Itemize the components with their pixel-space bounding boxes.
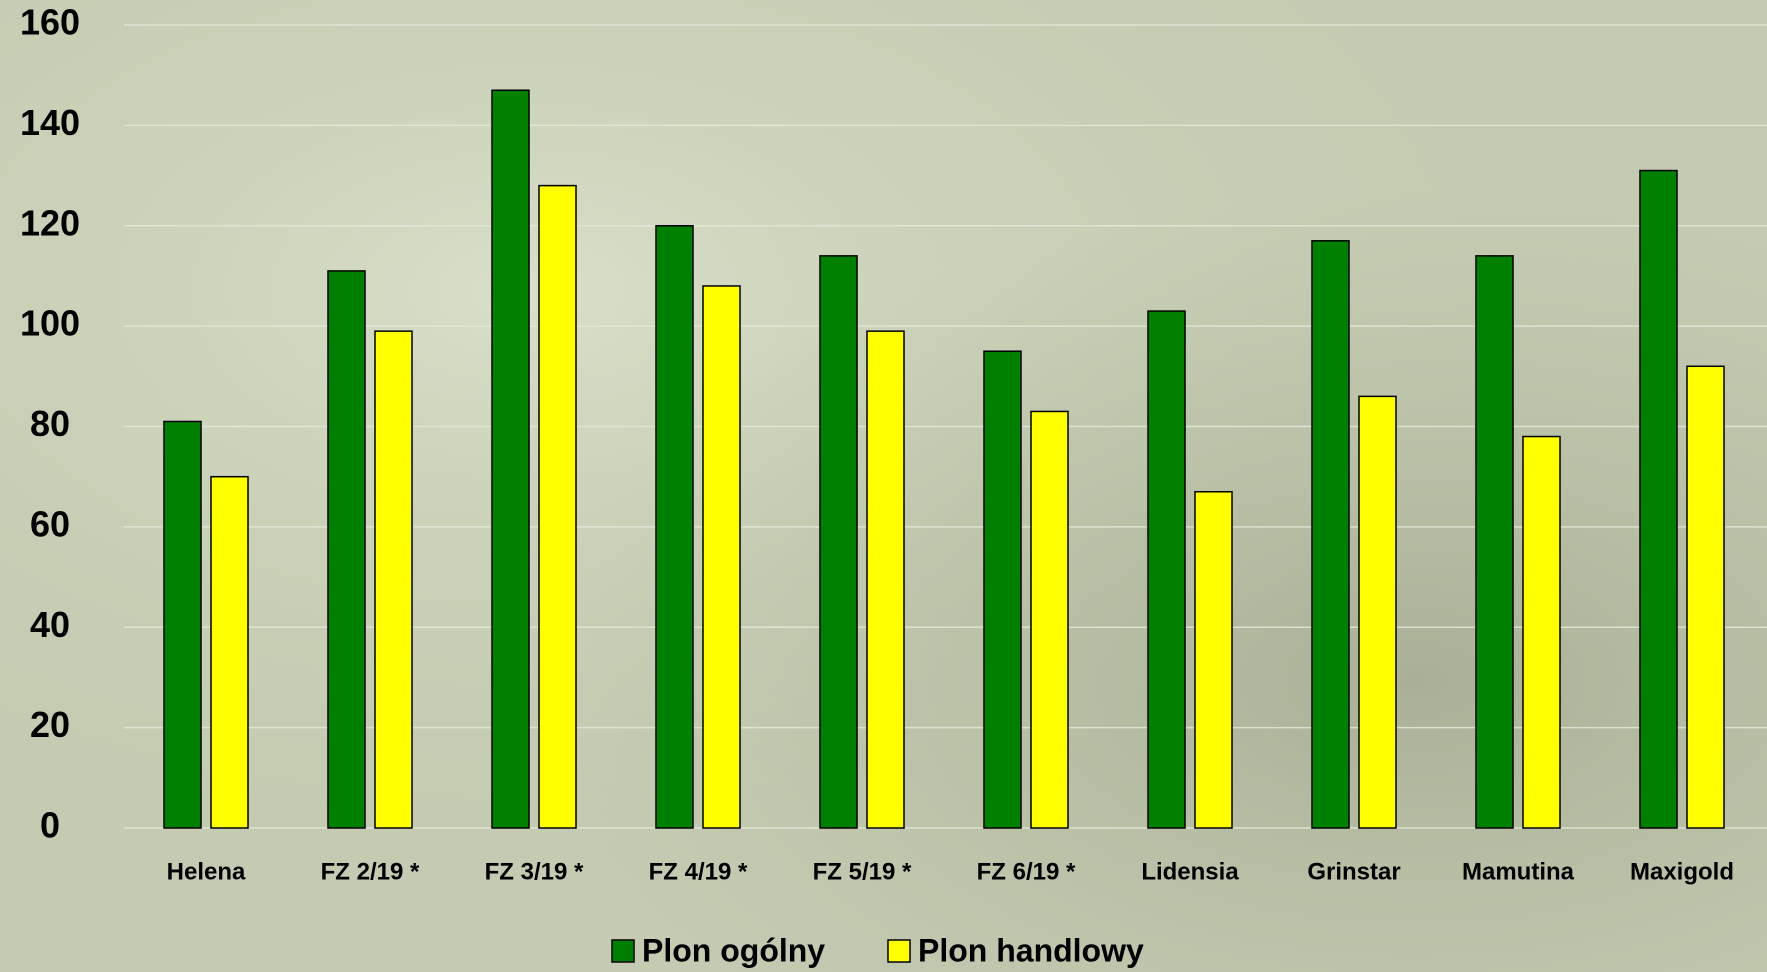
bar — [328, 271, 365, 828]
legend-label: Plon handlowy — [918, 932, 1144, 968]
y-tick-label: 100 — [20, 303, 80, 344]
x-tick-label: FZ 3/19 * — [485, 858, 584, 885]
y-tick-label: 20 — [30, 704, 70, 745]
bar — [1523, 437, 1560, 828]
bar — [1476, 256, 1513, 828]
y-tick-label: 80 — [30, 403, 70, 444]
x-tick-label: Lidensia — [1141, 858, 1239, 885]
bar — [164, 421, 201, 828]
bar — [656, 226, 693, 828]
bar — [1687, 366, 1724, 828]
bar — [211, 477, 248, 828]
x-tick-label: Grinstar — [1307, 858, 1400, 885]
x-tick-label: FZ 2/19 * — [321, 858, 420, 885]
legend-swatch — [612, 940, 634, 962]
bar — [867, 331, 904, 828]
x-tick-label: FZ 5/19 * — [813, 858, 912, 885]
y-tick-label: 120 — [20, 202, 80, 243]
legend-swatch — [888, 940, 910, 962]
legend-label: Plon ogólny — [642, 932, 825, 968]
bar — [375, 331, 412, 828]
y-tick-label: 160 — [20, 2, 80, 43]
bar — [1195, 492, 1232, 828]
bar — [1312, 241, 1349, 828]
x-tick-label: Helena — [167, 858, 246, 885]
chart: Plon ogólny Plon handlowy 0 20 40 60 80 100 120… — [0, 0, 1767, 972]
bar — [1640, 171, 1677, 828]
bar — [492, 90, 529, 828]
bar — [539, 186, 576, 828]
bar — [1148, 311, 1185, 828]
x-tick-label: FZ 4/19 * — [649, 858, 748, 885]
bar — [1359, 396, 1396, 828]
bar — [1031, 411, 1068, 828]
y-tick-label: 60 — [30, 503, 70, 544]
x-tick-label: FZ 6/19 * — [977, 858, 1076, 885]
x-tick-label: Maxigold — [1630, 858, 1734, 885]
bar — [703, 286, 740, 828]
bar — [820, 256, 857, 828]
bar — [984, 351, 1021, 828]
y-tick-label: 140 — [20, 102, 80, 143]
x-tick-label: Mamutina — [1462, 858, 1575, 885]
y-tick-label: 40 — [30, 604, 70, 645]
y-tick-label: 0 — [40, 805, 60, 846]
